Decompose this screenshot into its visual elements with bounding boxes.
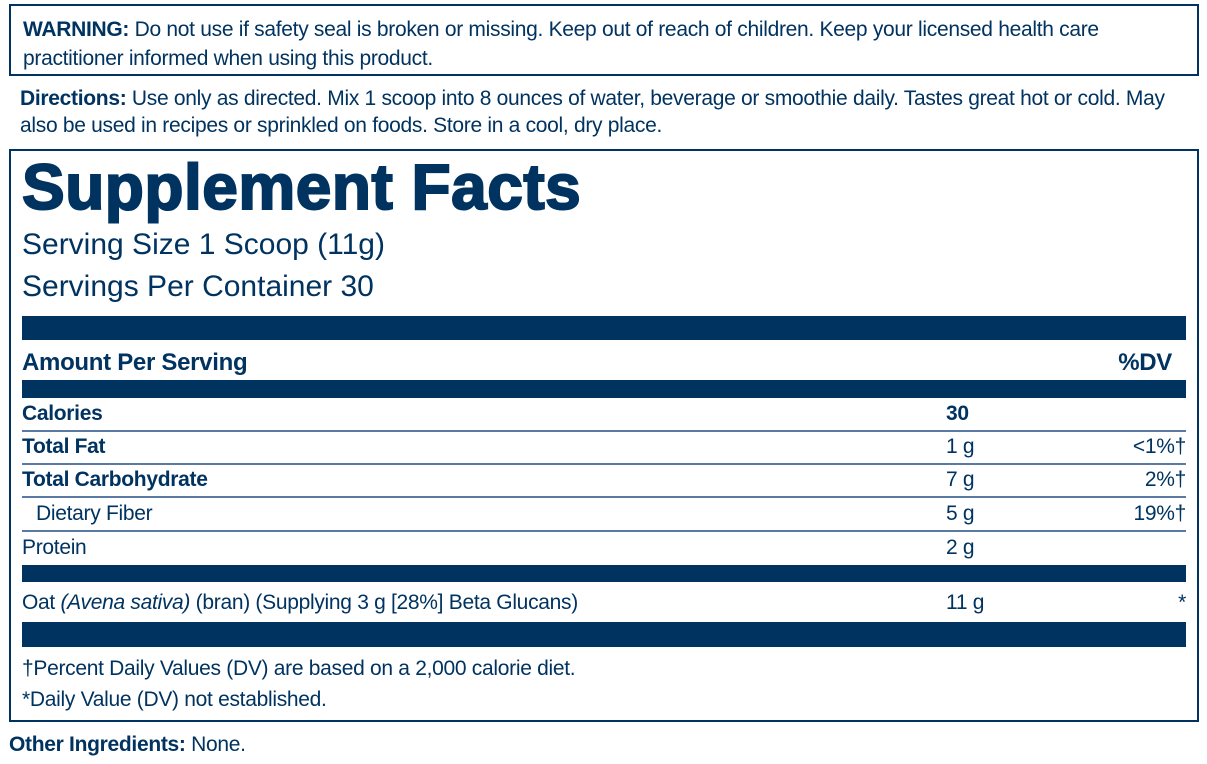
table-row: Dietary Fiber 5 g 19%† — [22, 498, 1186, 532]
table-row: Calories 30 — [22, 398, 1186, 432]
divider-bar — [22, 316, 1186, 340]
servings-per-container: Servings Per Container 30 — [22, 270, 374, 303]
facts-title: Supplement Facts — [21, 151, 582, 223]
directions-text: Directions: Use only as directed. Mix 1 … — [20, 87, 1165, 137]
amount-header: Amount Per Serving — [22, 349, 248, 376]
divider-bar — [22, 565, 1186, 582]
divider-bar — [22, 622, 1186, 647]
divider-bar — [22, 380, 1186, 398]
table-row: Total Carbohydrate 7 g 2%† — [22, 464, 1186, 498]
table-row: Total Fat 1 g <1%† — [22, 431, 1186, 465]
amount-header-row: Amount Per Serving %DV — [22, 346, 1186, 380]
footnote-dv: †Percent Daily Values (DV) are based on … — [22, 657, 576, 680]
oat-row: Oat (Avena sativa) (bran) (Supplying 3 g… — [22, 591, 1186, 614]
dv-header: %DV — [1118, 349, 1172, 376]
other-ingredients: Other Ingredients: None. — [9, 733, 246, 756]
supplement-facts-panel — [9, 149, 1199, 722]
serving-size: Serving Size 1 Scoop (11g) — [22, 228, 385, 261]
footnote-not-established: *Daily Value (DV) not established. — [22, 688, 327, 711]
warning-box: WARNING: Do not use if safety seal is br… — [9, 4, 1199, 76]
table-row: Protein 2 g — [22, 536, 975, 559]
warning-text: WARNING: Do not use if safety seal is br… — [23, 18, 1099, 70]
